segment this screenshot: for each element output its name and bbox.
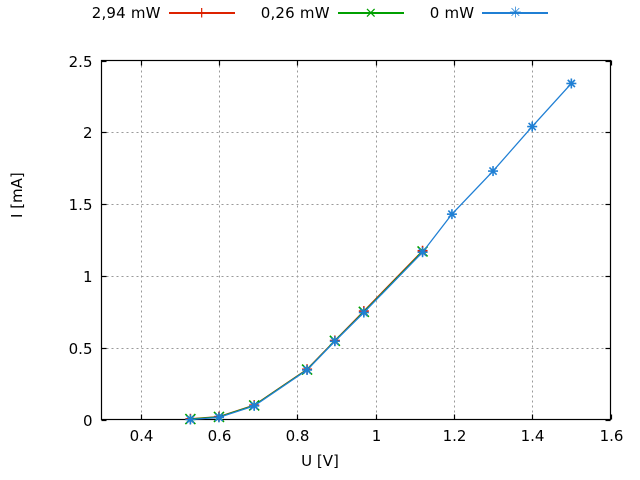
x-tick-label: 0.8 [285,426,310,445]
series-2 [185,78,577,425]
data-series [184,78,577,425]
tick-marks [101,60,613,422]
legend-line-0 [168,12,235,14]
plot-frame [100,59,612,421]
y-tick-label: 1 [82,267,93,286]
grid-lines [101,60,611,420]
legend-item-2[interactable]: 0 mW ✳ [430,4,549,22]
legend-label-0: 2,94 mW [91,4,161,22]
series-1 [184,245,429,425]
chart-legend: 2,94 mW + 0,26 mW × 0 mW ✳ [0,0,640,26]
legend-sample-2: ✳ [482,3,549,22]
x-tick-label: 1.2 [442,426,467,445]
y-tick-label: 2 [82,123,93,142]
y-tick-label: 0.5 [68,339,93,358]
y-tick-label: 0 [82,411,93,430]
series-0 [185,245,428,424]
x-tick-label: 1.6 [599,426,624,445]
x-tick-label: 0.6 [207,426,232,445]
legend-item-1[interactable]: 0,26 mW × [261,4,404,22]
legend-marker-cross-icon: × [364,3,378,22]
y-tick-label: 1.5 [68,195,93,214]
legend-marker-star-icon: ✳ [509,3,522,22]
legend-line-1 [337,12,404,14]
legend-item-0[interactable]: 2,94 mW + [92,4,235,22]
y-axis-title: I [mA] [8,172,26,218]
x-tick-label: 0.4 [129,426,154,445]
legend-label-1: 0,26 mW [260,4,330,22]
x-axis-title: U [V] [301,452,339,470]
legend-sample-0: + [168,3,235,22]
x-tick-label: 1.4 [520,426,545,445]
x-tick-label: 1 [371,426,382,445]
y-tick-label: 2.5 [68,52,93,71]
legend-label-2: 0 mW [429,4,475,22]
legend-sample-1: × [337,3,404,22]
legend-line-2 [482,12,549,14]
legend-marker-plus-icon: + [195,3,209,22]
